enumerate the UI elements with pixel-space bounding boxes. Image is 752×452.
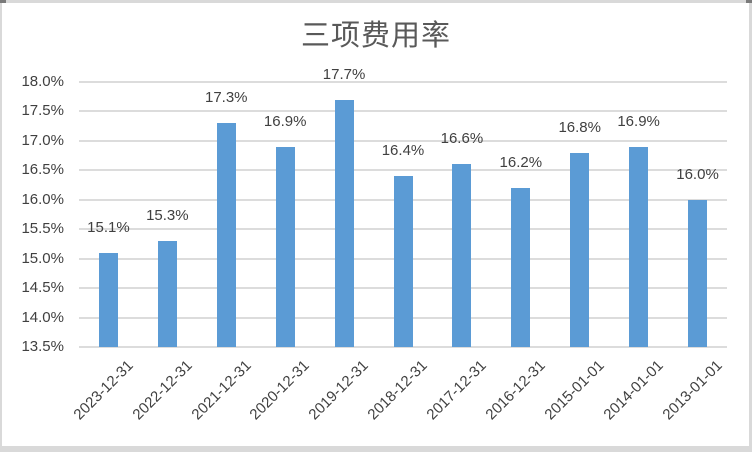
y-axis-tick-label: 16.5% xyxy=(21,161,64,179)
data-label: 16.6% xyxy=(440,130,484,148)
x-axis-category-label: 2023-12-31 xyxy=(70,357,137,424)
gridline xyxy=(79,81,727,83)
chart-frame-border-bottom xyxy=(0,446,752,452)
bar xyxy=(157,241,177,347)
y-axis-tick-label: 14.0% xyxy=(21,308,64,326)
x-axis-category-label: 2015-01-01 xyxy=(541,357,608,424)
data-label: 16.9% xyxy=(263,112,307,130)
gridline xyxy=(79,169,727,172)
x-axis-category-label: 2020-12-31 xyxy=(246,357,314,424)
x-axis-category-label: 2014-01-01 xyxy=(600,357,667,424)
bar xyxy=(334,99,354,347)
chart-frame-border-top xyxy=(0,0,752,3)
x-axis-category-label: 2021-12-31 xyxy=(188,357,255,424)
chart-frame-border-left xyxy=(0,0,2,452)
data-label: 16.4% xyxy=(381,142,425,160)
x-axis-category-label: 2022-12-31 xyxy=(129,357,196,424)
y-axis-tick-label: 16.0% xyxy=(21,190,64,208)
data-label: 16.2% xyxy=(499,154,543,171)
data-label: 15.1% xyxy=(87,218,130,236)
x-axis-category-label: 2013-01-01 xyxy=(659,357,726,424)
bar xyxy=(629,146,649,347)
bar xyxy=(393,176,413,347)
data-label: 16.8% xyxy=(558,118,601,136)
bar xyxy=(216,123,236,347)
data-label: 17.7% xyxy=(322,65,366,83)
bar xyxy=(570,152,590,347)
corner-mark xyxy=(746,0,752,3)
gridline xyxy=(79,139,727,142)
chart-frame-border-right xyxy=(749,0,752,452)
bar xyxy=(511,188,531,347)
corner-mark xyxy=(0,0,6,3)
data-label: 16.9% xyxy=(617,112,660,130)
bar xyxy=(688,199,708,347)
bar xyxy=(98,252,118,347)
x-axis-category-label: 2016-12-31 xyxy=(482,357,549,424)
y-axis-tick-label: 14.5% xyxy=(21,279,64,297)
data-label: 15.3% xyxy=(146,207,189,224)
x-axis-category-label: 2019-12-31 xyxy=(305,357,373,424)
data-label: 16.0% xyxy=(676,165,719,183)
x-axis-category-label: 2017-12-31 xyxy=(423,357,490,424)
gridline xyxy=(79,110,727,113)
data-label: 17.3% xyxy=(204,89,248,107)
y-axis-tick-label: 18.0% xyxy=(21,73,64,90)
chart-title: 三项费用率 xyxy=(300,20,451,52)
y-axis-tick-label: 15.5% xyxy=(21,220,64,238)
y-axis-tick-label: 13.5% xyxy=(21,338,64,355)
gridline xyxy=(79,346,727,348)
y-axis-tick-label: 15.0% xyxy=(21,249,64,267)
bar xyxy=(275,146,295,347)
y-axis-tick-label: 17.0% xyxy=(21,131,64,149)
y-axis-tick-label: 17.5% xyxy=(21,102,64,120)
bar xyxy=(452,164,472,347)
x-axis-category-label: 2018-12-31 xyxy=(364,357,432,424)
